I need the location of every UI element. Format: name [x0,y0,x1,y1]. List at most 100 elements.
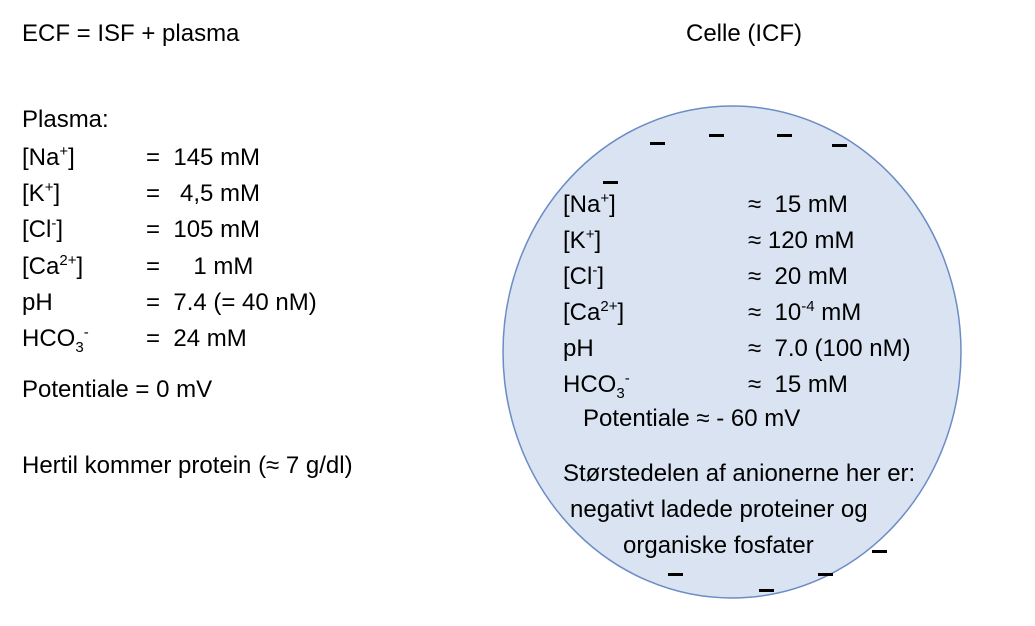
plasma-value: = 145 mM [146,141,260,175]
plasma-value: = 7.4 (= 40 nM) [146,286,317,320]
icf-value: ≈ 20 mM [748,260,848,294]
icf-value: ≈ 10-4 mM [748,296,861,330]
superscript: + [585,226,595,243]
negative-charge-mark [759,589,774,592]
value-unit: mM [814,299,862,326]
negative-charge-mark [709,134,724,137]
plasma-row: [Na+] = 145 mM [22,141,442,175]
value-text: ≈ 20 mM [748,263,848,290]
value-text: = 105 mM [146,216,261,244]
ion-name: [Na [563,191,601,218]
plasma-label: pH [22,286,53,320]
plasma-label: [Na+] [22,141,75,175]
value-text: ≈ 120 mM [748,227,855,254]
icf-label: [Ca2+] [563,296,624,330]
value-text: ≈ 15 mM [748,371,848,398]
bracket-close: ] [609,191,616,218]
icf-row: [K+] ≈ 120 mM [563,224,983,258]
anion-note-line2: negativt ladede proteiner og [570,496,868,523]
ecf-potential: Potentiale = 0 mV [22,376,213,403]
icf-potential: Potentiale ≈ - 60 mV [583,405,801,432]
value-text: = 7.4 (= 40 nM) [146,288,317,316]
value-text: ≈ 10 [748,299,802,326]
superscript: - [624,370,630,387]
bracket-close: ] [76,252,84,280]
cell-title: Celle (ICF) [686,20,803,47]
negative-charge-mark [650,142,665,145]
value-text: = 145 mM [146,144,261,171]
bracket-close: ] [56,216,64,244]
ion-name: pH [563,335,594,362]
icf-label: [K+] [563,224,601,258]
icf-label: [Cl-] [563,260,604,294]
icf-label: pH [563,332,594,366]
icf-row: [Na+] ≈ 15 mM [563,188,983,222]
superscript: 2+ [59,251,77,269]
plasma-row: [Ca2+] = 1 mM [22,250,442,284]
negative-charge-mark [832,144,847,147]
superscript: + [600,190,610,207]
icf-value: ≈ 15 mM [748,368,848,402]
icf-row: HCO3- ≈ 15 mM [563,368,983,402]
plasma-row: [K+] = 4,5 mM [22,177,442,211]
value-text: ≈ 7.0 (100 nM) [748,335,911,362]
plasma-row: HCO3- = 24 mM [22,322,442,356]
ion-name: HCO [22,325,76,352]
bracket-close: ] [68,144,75,171]
anion-note-line1: Størstedelen af anionerne her er: [563,460,916,487]
negative-charge-mark [668,573,683,576]
plasma-title: Plasma: [22,106,109,133]
negative-charge-mark [818,573,833,576]
plasma-row: pH = 7.4 (= 40 nM) [22,286,442,320]
bracket-close: ] [617,299,625,326]
plasma-label: [Cl-] [22,213,63,247]
cell-membrane [502,105,962,599]
superscript: - [83,324,89,341]
icf-row: [Cl-] ≈ 20 mM [563,260,983,294]
ion-name: [K [563,227,586,254]
plasma-label: [K+] [22,177,60,211]
value-text: ≈ 15 mM [748,191,848,218]
negative-charge-mark [603,181,618,184]
superscript: - [51,215,57,233]
ion-name: [Ca [563,299,601,326]
plasma-label: [Ca2+] [22,250,83,284]
plasma-label: HCO3- [22,322,89,356]
plasma-value: = 4,5 mM [146,177,260,211]
negative-charge-mark [777,134,792,137]
icf-value: ≈ 120 mM [748,224,855,258]
icf-row: [Ca2+] ≈ 10-4 mM [563,296,983,330]
anion-note-line3: organiske fosfater [623,532,814,559]
icf-value: ≈ 7.0 (100 nM) [748,332,911,366]
value-text: = 24 mM [146,325,247,352]
value-text: = 1 mM [146,252,254,280]
ion-name: [Na [22,144,60,171]
ion-name: pH [22,288,53,316]
ion-name: HCO [563,371,617,398]
protein-note: Hertil kommer protein (≈ 7 g/dl) [22,452,353,479]
value-exponent: -4 [801,298,815,315]
ion-name: [K [22,180,45,208]
icf-row: pH ≈ 7.0 (100 nM) [563,332,983,366]
negative-charge-mark [872,550,887,553]
value-text: = 4,5 mM [146,180,261,208]
icf-label: HCO3- [563,368,630,402]
bracket-close: ] [597,263,605,290]
plasma-value: = 24 mM [146,322,247,356]
superscript: + [59,143,69,160]
plasma-value: = 105 mM [146,213,260,247]
icf-value: ≈ 15 mM [748,188,848,222]
ecf-header: ECF = ISF + plasma [22,20,240,47]
plasma-value: = 1 mM [146,250,253,284]
subscript: 3 [616,385,625,402]
superscript: + [44,179,54,197]
bracket-close: ] [53,180,61,208]
plasma-row: [Cl-] = 105 mM [22,213,442,247]
icf-label: [Na+] [563,188,616,222]
subscript: 3 [75,339,84,356]
superscript: 2+ [600,298,618,315]
ion-name: [Cl [563,263,593,290]
ion-name: [Cl [22,216,52,244]
superscript: - [592,262,598,279]
